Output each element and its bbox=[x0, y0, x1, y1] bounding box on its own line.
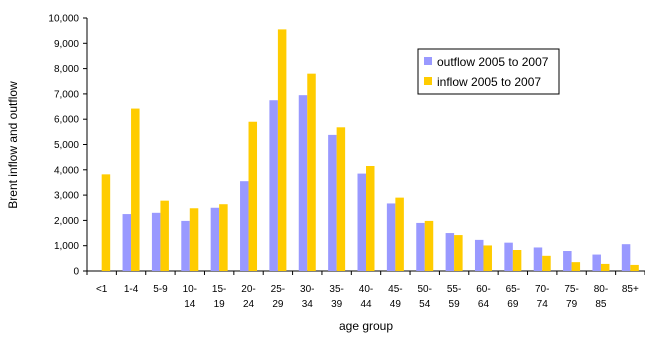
bar-inflow bbox=[454, 235, 463, 271]
x-tick-label: 59 bbox=[449, 299, 461, 310]
x-tick-label: 40- bbox=[359, 284, 373, 295]
y-tick-label: 4,000 bbox=[54, 165, 79, 176]
bar-outflow bbox=[474, 239, 484, 271]
x-tick-label: 85+ bbox=[622, 284, 639, 295]
bar-outflow bbox=[269, 100, 278, 271]
y-tick-label: 7,000 bbox=[54, 89, 79, 100]
bar-inflow bbox=[600, 263, 610, 271]
x-tick-label: 74 bbox=[537, 299, 549, 310]
bar-outflow bbox=[210, 207, 220, 271]
bar-inflow bbox=[248, 121, 258, 271]
y-tick-label: 0 bbox=[73, 267, 79, 278]
bar-inflow bbox=[424, 220, 434, 271]
bar-inflow bbox=[395, 197, 404, 271]
x-tick-label: 60- bbox=[476, 284, 490, 295]
x-tick-label: 80- bbox=[594, 284, 608, 295]
x-tick-label: 14 bbox=[184, 299, 196, 310]
x-tick-label: 75- bbox=[564, 284, 578, 295]
legend-swatch-outflow bbox=[424, 57, 432, 65]
legend-swatch-inflow bbox=[424, 77, 432, 85]
bars bbox=[101, 29, 639, 271]
bar-outflow bbox=[416, 222, 425, 271]
bar-outflow bbox=[328, 134, 337, 271]
legend-label-inflow: inflow 2005 to 2007 bbox=[437, 75, 541, 89]
y-tick-label: 2,000 bbox=[54, 216, 79, 227]
y-tick-label: 8,000 bbox=[54, 64, 79, 75]
x-tick-label: 39 bbox=[331, 299, 343, 310]
y-tick-label: 1,000 bbox=[54, 241, 79, 252]
legend-label-outflow: outflow 2005 to 2007 bbox=[437, 55, 549, 69]
y-tick-label: 9,000 bbox=[54, 39, 79, 50]
x-tick-label: 69 bbox=[507, 299, 519, 310]
bar-inflow bbox=[542, 255, 551, 271]
bar-inflow bbox=[630, 264, 639, 271]
x-tick-label: 54 bbox=[419, 299, 431, 310]
x-tick-label: 55- bbox=[447, 284, 461, 295]
bar-outflow bbox=[533, 247, 543, 271]
legend: outflow 2005 to 2007 inflow 2005 to 2007 bbox=[417, 48, 560, 95]
bar-outflow bbox=[181, 220, 190, 271]
bar-outflow bbox=[563, 251, 572, 271]
x-tick-label: 1-4 bbox=[124, 284, 139, 295]
bar-inflow bbox=[189, 208, 199, 271]
legend-box bbox=[417, 48, 560, 95]
bar-outflow bbox=[151, 212, 161, 271]
x-tick-label: 45- bbox=[388, 284, 402, 295]
x-tick-label: 64 bbox=[478, 299, 490, 310]
y-ticks: 0 1,000 2,000 3,000 4,000 5,000 6,000 7,000 8,00… bbox=[48, 14, 87, 278]
bar-inflow bbox=[277, 29, 287, 271]
bar-inflow bbox=[366, 166, 375, 271]
y-axis-title: Brent inflow and outflow bbox=[6, 81, 20, 209]
x-ticks: <1 1-4 5-9 10- 14 15- 19 20- 24 25- 29 30- 34 35- 39 40… bbox=[86, 271, 645, 310]
x-tick-label: 65- bbox=[506, 284, 520, 295]
x-tick-label: <1 bbox=[96, 284, 108, 295]
x-tick-label: 20- bbox=[241, 284, 255, 295]
x-tick-label: 70- bbox=[535, 284, 549, 295]
bar-inflow bbox=[219, 204, 228, 271]
bar-outflow bbox=[298, 95, 308, 271]
x-tick-label: 34 bbox=[302, 299, 314, 310]
x-tick-label: 5-9 bbox=[153, 284, 168, 295]
bar-inflow bbox=[336, 127, 346, 271]
x-tick-label: 15- bbox=[212, 284, 226, 295]
x-tick-label: 29 bbox=[272, 299, 284, 310]
bar-outflow bbox=[592, 254, 601, 271]
bar-inflow bbox=[131, 108, 140, 271]
x-tick-label: 35- bbox=[329, 284, 343, 295]
bar-inflow bbox=[160, 200, 169, 271]
x-tick-label: 30- bbox=[300, 284, 314, 295]
bar-inflow bbox=[483, 245, 492, 271]
bar-outflow bbox=[386, 203, 396, 271]
x-tick-label: 24 bbox=[243, 299, 255, 310]
bar-inflow bbox=[101, 174, 111, 271]
bar-outflow bbox=[621, 244, 631, 271]
bar-inflow bbox=[512, 250, 522, 271]
x-tick-label: 79 bbox=[566, 299, 578, 310]
x-tick-label: 49 bbox=[390, 299, 402, 310]
x-tick-label: 44 bbox=[360, 299, 372, 310]
y-tick-label: 6,000 bbox=[54, 115, 79, 126]
bar-outflow bbox=[357, 173, 366, 271]
x-tick-label: 50- bbox=[418, 284, 432, 295]
bar-outflow bbox=[240, 181, 249, 271]
bar-outflow bbox=[504, 242, 513, 271]
x-tick-label: 19 bbox=[214, 299, 226, 310]
x-axis-title: age group bbox=[339, 319, 393, 333]
y-tick-label: 5,000 bbox=[54, 140, 79, 151]
x-tick-label: 25- bbox=[271, 284, 285, 295]
bar-outflow bbox=[122, 214, 132, 271]
bar-inflow bbox=[307, 73, 316, 271]
y-tick-label: 3,000 bbox=[54, 191, 79, 202]
y-tick-label: 10,000 bbox=[48, 14, 79, 25]
x-tick-label: 85 bbox=[595, 299, 607, 310]
bar-outflow bbox=[445, 233, 455, 271]
x-tick-label: 10- bbox=[183, 284, 197, 295]
bar-inflow bbox=[571, 262, 581, 271]
